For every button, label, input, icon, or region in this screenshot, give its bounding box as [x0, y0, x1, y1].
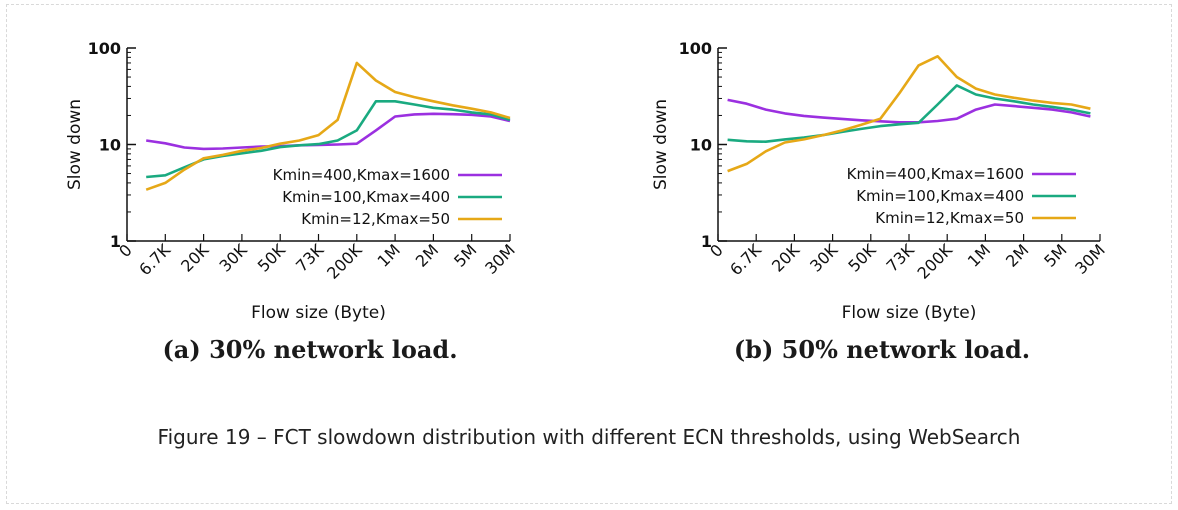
panel-b-caption: (b) 50% network load.	[733, 335, 1031, 364]
series-line-0	[727, 98, 1091, 124]
x-axis-title: Flow size (Byte)	[251, 303, 386, 323]
x-tick-label: 0	[115, 240, 136, 261]
y-tick-label: 1	[110, 232, 121, 251]
x-tick-label: 200K	[323, 240, 366, 283]
figure-caption: Figure 19 – FCT slowdown distribution wi…	[157, 425, 1021, 449]
panel-a: 1 10 100 0 6.7K 20K 30K 50K 73K 200K 1M 2M 5M 30M Flow…	[0, 0, 586, 364]
x-tick-label: 6.7K	[135, 240, 174, 279]
x-tick-label: 30M	[1071, 240, 1109, 278]
x-tick-label: 73K	[883, 240, 919, 276]
y-axis-title: Slow down	[651, 99, 671, 190]
x-tick-label: 200K	[914, 240, 957, 283]
x-tick-label: 2M	[412, 240, 442, 270]
panel-b: 1 10 100 0 6.7K 20K 30K 50K 73K 200K 1M 2M 5M 30M Flow…	[592, 0, 1178, 364]
x-tick-label: 5M	[1040, 240, 1070, 270]
series-line-1	[727, 84, 1091, 143]
x-tick-label: 20K	[177, 240, 213, 276]
x-axis-title: Flow size (Byte)	[842, 303, 977, 323]
legend-label-1: Kmin=100,Kmax=400	[856, 187, 1024, 205]
x-tick-label: 0	[706, 240, 727, 261]
series-line-0	[146, 112, 511, 151]
y-tick-label: 10	[690, 136, 712, 155]
panel-a-caption: (a) 30% network load.	[162, 335, 458, 364]
x-tick-label: 1M	[964, 240, 994, 270]
legend-label-2: Kmin=12,Kmax=50	[301, 210, 450, 228]
y-tick-label: 100	[679, 39, 712, 58]
y-axis-title: Slow down	[65, 99, 85, 190]
legend-label-2: Kmin=12,Kmax=50	[875, 209, 1024, 227]
x-tick-label: 2M	[1002, 240, 1032, 270]
x-tick-label: 73K	[292, 240, 328, 276]
x-tick-label: 1M	[374, 240, 404, 270]
legend-label-0: Kmin=400,Kmax=1600	[273, 166, 450, 184]
y-tick-label: 100	[88, 39, 121, 58]
x-tick-label: 50K	[844, 240, 880, 276]
series-line-2	[727, 54, 1091, 173]
figure-frame	[6, 4, 1172, 504]
x-tick-label: 20K	[768, 240, 804, 276]
x-tick-label: 30K	[806, 240, 842, 276]
x-tick-label: 30K	[215, 240, 251, 276]
x-tick-label: 6.7K	[726, 240, 765, 279]
y-tick-label: 1	[701, 232, 712, 251]
series-line-2	[145, 61, 511, 191]
x-tick-label: 50K	[254, 240, 290, 276]
x-tick-label: 30M	[481, 240, 519, 278]
y-tick-label: 10	[99, 136, 121, 155]
legend-label-1: Kmin=100,Kmax=400	[282, 188, 450, 206]
x-tick-label: 5M	[450, 240, 480, 270]
legend-label-0: Kmin=400,Kmax=1600	[847, 165, 1024, 183]
